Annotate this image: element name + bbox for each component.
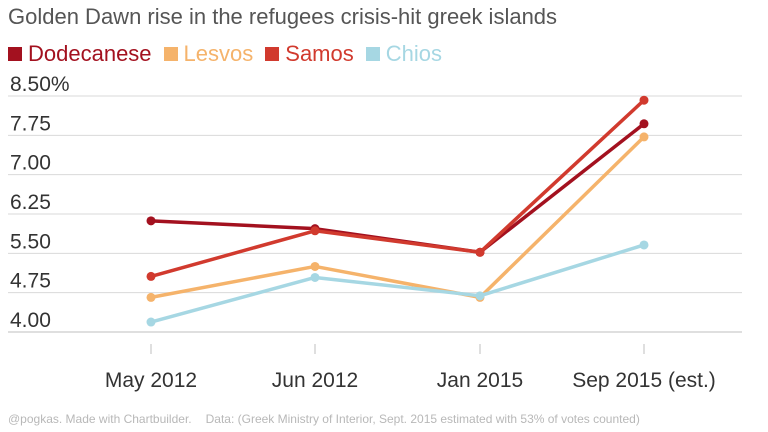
- y-tick-label: 6.25: [10, 191, 51, 214]
- y-tick-label: 8.50%: [10, 73, 70, 96]
- series-line-dodecanese: [149, 122, 646, 255]
- footer-source: Data: (Greek Ministry of Interior, Sept.…: [205, 412, 640, 426]
- chart-footer: @pogkas. Made with Chartbuilder. Data: (G…: [8, 412, 640, 426]
- y-tick-label: 4.75: [10, 270, 51, 293]
- data-point-lesvos: [146, 292, 156, 302]
- data-point-chios: [639, 240, 649, 250]
- data-point-chios: [146, 317, 156, 327]
- data-point-chios: [310, 272, 320, 282]
- data-point-samos: [310, 226, 320, 236]
- footer-credit: @pogkas. Made with Chartbuilder.: [8, 412, 192, 426]
- y-tick-label: 5.50: [10, 230, 51, 253]
- series-line-samos: [149, 98, 646, 279]
- y-tick-label: 7.75: [10, 112, 51, 135]
- legend-label: Chios: [385, 41, 442, 66]
- legend-item-chios: Chios: [365, 41, 442, 67]
- data-point-lesvos: [310, 261, 320, 271]
- x-tick-label: Jun 2012: [272, 369, 358, 392]
- chart-legend: Dodecanese Lesvos Samos Chios: [8, 41, 454, 67]
- chart-title: Golden Dawn rise in the refugees crisis-…: [8, 4, 558, 29]
- data-point-samos: [475, 247, 485, 257]
- data-point-lesvos: [639, 132, 649, 142]
- legend-item-lesvos: Lesvos: [163, 41, 254, 67]
- legend-swatch: [163, 47, 178, 61]
- legend-swatch: [8, 47, 22, 61]
- data-point-dodecanese: [146, 216, 156, 226]
- legend-item-dodecanese: Dodecanese: [8, 41, 152, 67]
- y-tick-label: 4.00: [10, 309, 51, 332]
- legend-label: Samos: [285, 41, 354, 66]
- legend-label: Dodecanese: [28, 41, 152, 66]
- data-point-samos: [146, 271, 156, 281]
- series-line-lesvos: [149, 135, 646, 300]
- legend-swatch: [265, 47, 280, 61]
- data-point-chios: [475, 291, 485, 301]
- x-tick-label: Jan 2015: [437, 369, 523, 392]
- legend-label: Lesvos: [183, 41, 254, 66]
- legend-swatch: [365, 47, 380, 61]
- x-tick-label: Sep 2015 (est.): [572, 369, 716, 392]
- series-line-chios: [149, 243, 646, 324]
- data-point-dodecanese: [639, 119, 649, 129]
- data-point-samos: [639, 95, 649, 105]
- legend-item-samos: Samos: [265, 41, 354, 67]
- y-tick-label: 7.00: [10, 152, 51, 175]
- x-tick-label: May 2012: [105, 369, 197, 392]
